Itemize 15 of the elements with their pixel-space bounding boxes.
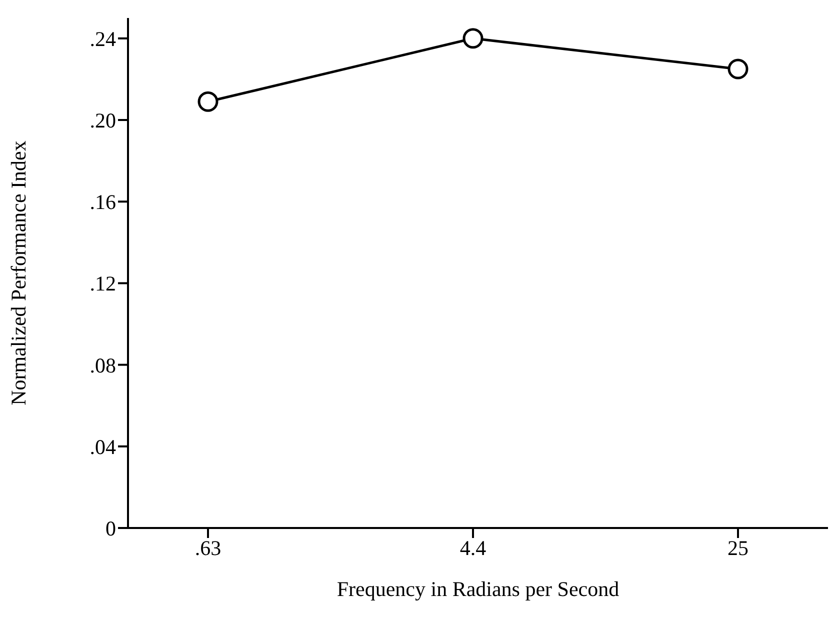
point	[728, 58, 748, 80]
x-tick-label: 25	[728, 536, 748, 560]
y-axis-title: Normalized Performance Index	[6, 140, 30, 406]
y-tick-label: .16	[90, 190, 116, 214]
y-tick-label: .24	[90, 26, 116, 51]
point	[198, 91, 218, 112]
y-tick-label: .08	[90, 353, 116, 378]
x-tick-label: 4.4	[460, 536, 487, 560]
y-tick-label: .12	[90, 272, 116, 296]
x-tick-label: .63	[194, 536, 222, 560]
point	[462, 28, 484, 49]
y-tick-label: 0	[106, 516, 116, 540]
x-axis-title: Frequency in Radians per Second	[336, 577, 620, 601]
y-tick-label: .04	[90, 434, 116, 459]
y-tick-label: .20	[90, 108, 116, 132]
